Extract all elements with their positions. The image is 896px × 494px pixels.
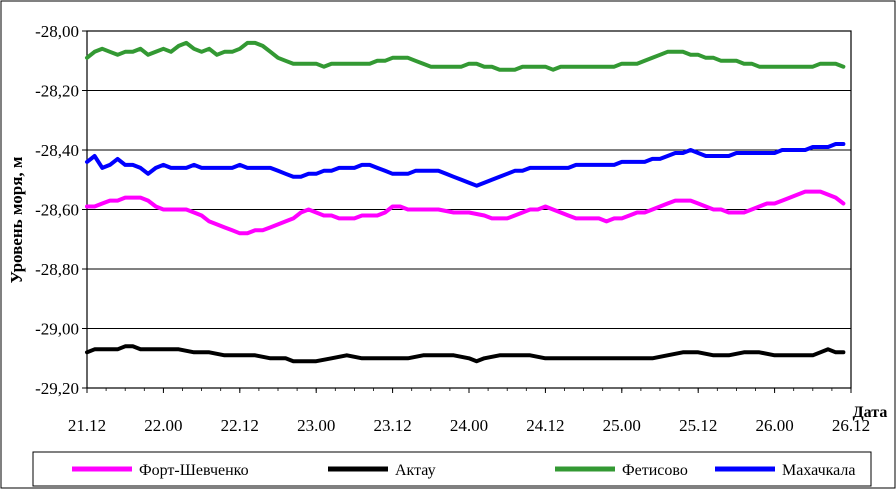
- x-tick-label: 24.12: [526, 416, 564, 435]
- series-line-2: [85, 344, 846, 364]
- legend-label: Актау: [395, 462, 436, 479]
- y-tick-label: -28,00: [35, 22, 79, 41]
- y-tick-label: -29,20: [35, 379, 79, 398]
- x-tick-label: 25.00: [603, 416, 641, 435]
- x-tick-label: 24.00: [450, 416, 488, 435]
- x-tick-label: 25.12: [679, 416, 717, 435]
- y-tick-label: -28,60: [35, 201, 79, 220]
- y-tick-label: -28,40: [35, 141, 79, 160]
- x-tick-label: 23.00: [297, 416, 335, 435]
- y-tick-label: -28,20: [35, 82, 79, 101]
- legend-label: Махачкала: [782, 462, 855, 479]
- legend: Форт-Шевченко Актау Фетисово Махачкала: [72, 462, 855, 479]
- series-line-1: [85, 189, 846, 236]
- y-axis-label: Уровень моря, м: [7, 156, 26, 283]
- x-tick-label: 22.00: [144, 416, 182, 435]
- y-tick-label: -29,00: [35, 320, 79, 339]
- legend-label: Форт-Шевченко: [139, 462, 249, 479]
- y-tick-label: -28,80: [35, 260, 79, 279]
- x-axis-label: Дата: [853, 404, 888, 421]
- x-tick-label: 26.12: [832, 416, 870, 435]
- x-tick-label: 26.00: [755, 416, 793, 435]
- legend-label: Фетисово: [622, 462, 688, 479]
- axis-layer: -28,00 -28,20 -28,40 -28,60 -28,80 -29,00 -29,…: [35, 22, 870, 435]
- x-tick-label: 23.12: [373, 416, 411, 435]
- x-tick-label: 22.12: [221, 416, 259, 435]
- series-line-4: [85, 142, 846, 188]
- x-tick-label: 21.12: [68, 416, 106, 435]
- series-layer: [85, 40, 846, 364]
- series-line-3: [85, 40, 846, 72]
